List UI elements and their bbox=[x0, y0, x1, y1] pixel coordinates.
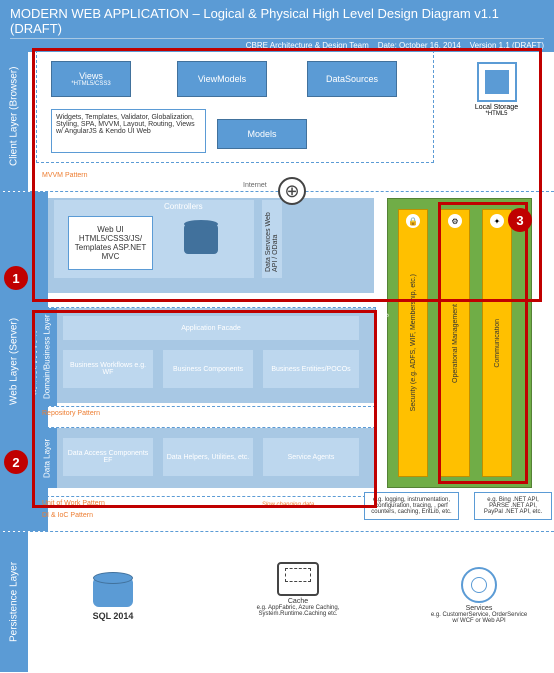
dataservices-strip: Data Services Web API / OData bbox=[262, 200, 282, 278]
data-label: Data Layer bbox=[37, 428, 57, 488]
logging-note: e.g. logging, instrumentation, configura… bbox=[364, 492, 459, 520]
views-sublabel: *HTML5/CSS3 bbox=[71, 81, 110, 87]
db-icon-box bbox=[184, 224, 218, 254]
webui-box: Web UI HTML5/CSS3/JS/ Templates ASP.NET … bbox=[68, 216, 153, 270]
mvvm-dashed-area: Views *HTML5/CSS3 ViewModels DataSources… bbox=[36, 50, 434, 163]
models-box: Models bbox=[217, 119, 307, 149]
domain-label: Domain/Business Layer bbox=[37, 308, 57, 406]
local-storage-box: Local Storage *HTML5 bbox=[469, 62, 524, 117]
cache-icon bbox=[277, 562, 319, 596]
services-box: Services e.g. CustomerService, OrderServ… bbox=[429, 567, 529, 624]
badge-2: 2 bbox=[4, 450, 28, 474]
security-text: Security (e.g. ADFS, WIF, Membership, et… bbox=[410, 274, 417, 411]
repository-pattern-label: Repository Pattern bbox=[42, 410, 100, 417]
dac-box: Data Access Components EF bbox=[63, 438, 153, 476]
components-box: Business Components bbox=[163, 350, 253, 388]
data-dashed: Data Layer Data Access Components EF Dat… bbox=[36, 427, 376, 497]
views-label: Views bbox=[79, 71, 103, 81]
web-layer-label: Web Layer (Server) bbox=[0, 192, 28, 531]
controllers-area: Controllers Web UI HTML5/CSS3/JS/ Templa… bbox=[54, 200, 254, 278]
di-pattern-label: DI & IoC Pattern bbox=[42, 512, 93, 519]
business-dashed: Domain/Business Layer Application Facade… bbox=[36, 307, 376, 407]
sql-cylinder-icon bbox=[93, 577, 133, 607]
facade-box: Application Facade bbox=[63, 316, 359, 340]
persistence-label: Persistence Layer bbox=[0, 532, 28, 672]
diagram-title: MODERN WEB APPLICATION – Logical & Physi… bbox=[10, 6, 544, 36]
workflows-box: Business Workflows e.g. WF bbox=[63, 350, 153, 388]
storage-icon bbox=[477, 62, 517, 102]
services-icon bbox=[461, 567, 497, 603]
views-box: Views *HTML5/CSS3 bbox=[51, 61, 131, 97]
slow-data-text: Slow changing data bbox=[258, 502, 318, 508]
badge-3: 3 bbox=[508, 208, 532, 232]
client-layer-row: Client Layer (Browser) Views *HTML5/CSS3… bbox=[0, 42, 554, 192]
storage-label: Local Storage bbox=[469, 104, 524, 111]
sql-label: SQL 2014 bbox=[73, 611, 153, 621]
entities-box: Business Entities/POCOs bbox=[263, 350, 359, 388]
ops-pillar: ⚙ Operational Management bbox=[440, 209, 470, 477]
comm-api-note: e.g. Bing .NET API, PARSE .NET API, PayP… bbox=[474, 492, 552, 520]
cache-label: Cache bbox=[243, 598, 353, 605]
persistence-body: SQL 2014 Cache e.g. AppFabric, Azure Cac… bbox=[28, 532, 554, 672]
cache-sublabel: e.g. AppFabric, Azure Caching, System.Ru… bbox=[243, 605, 353, 617]
mvvm-pattern-label: MVVM Pattern bbox=[42, 172, 88, 179]
data-area: Data Layer Data Access Components EF Dat… bbox=[37, 428, 375, 488]
cache-box: Cache e.g. AppFabric, Azure Caching, Sys… bbox=[243, 562, 353, 617]
comm-icon: ✦ bbox=[490, 214, 504, 228]
controllers-text: Controllers bbox=[164, 202, 203, 211]
comm-pillar: ✦ Communication bbox=[482, 209, 512, 477]
helpers-box: Data Helpers, Utilities, etc. bbox=[163, 438, 253, 476]
internet-label: Internet bbox=[243, 182, 267, 189]
datasources-box: DataSources bbox=[307, 61, 397, 97]
globe-icon bbox=[278, 177, 306, 205]
crosscutting-area: 🔒 Security (e.g. ADFS, WIF, Membership, … bbox=[387, 198, 532, 488]
badge-1: 1 bbox=[4, 266, 28, 290]
storage-sublabel: *HTML5 bbox=[469, 111, 524, 117]
services-sublabel: e.g. CustomerService, OrderService w/ WC… bbox=[429, 612, 529, 624]
business-area: Domain/Business Layer Application Facade… bbox=[37, 308, 375, 403]
persistence-layer-row: Persistence Layer SQL 2014 Cache e.g. Ap… bbox=[0, 532, 554, 672]
services-label: Services bbox=[429, 605, 529, 612]
sql-box: SQL 2014 bbox=[73, 577, 153, 621]
presentation-area: Presentation Layer Controllers Web UI HT… bbox=[34, 198, 374, 293]
client-layer-body: Views *HTML5/CSS3 ViewModels DataSources… bbox=[28, 42, 554, 191]
gear-icon: ⚙ bbox=[448, 214, 462, 228]
crosscutting-title: Cross-Cutting bbox=[380, 313, 389, 362]
client-layer-label: Client Layer (Browser) bbox=[0, 42, 28, 191]
security-pillar: 🔒 Security (e.g. ADFS, WIF, Membership, … bbox=[398, 209, 428, 477]
dataservices-text: Data Services Web API / OData bbox=[265, 206, 279, 272]
viewmodels-box: ViewModels bbox=[177, 61, 267, 97]
lock-icon: 🔒 bbox=[406, 214, 420, 228]
uow-pattern-label: Unit of Work Pattern bbox=[42, 500, 105, 507]
database-icon bbox=[184, 224, 218, 254]
comm-text: Communication bbox=[494, 319, 501, 368]
widgets-note: Widgets, Templates, Validator, Globaliza… bbox=[51, 109, 206, 153]
agents-box: Service Agents bbox=[263, 438, 359, 476]
ops-text: Operational Management bbox=[452, 304, 459, 383]
